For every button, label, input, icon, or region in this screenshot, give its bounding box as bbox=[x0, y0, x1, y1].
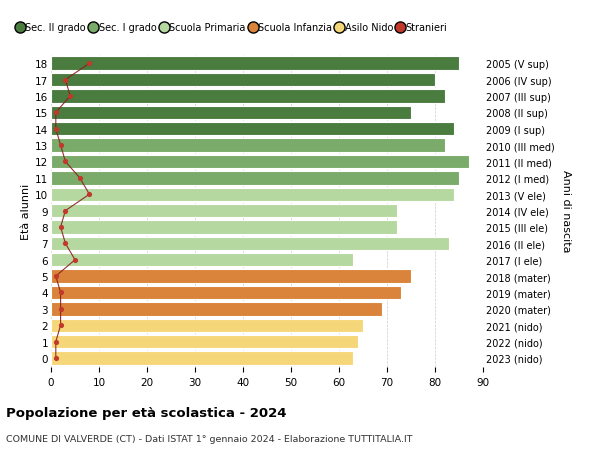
Point bbox=[51, 354, 61, 362]
Bar bbox=[51, 204, 397, 218]
Bar bbox=[51, 106, 411, 120]
Bar bbox=[51, 253, 353, 267]
Bar bbox=[51, 352, 353, 365]
Point bbox=[61, 77, 70, 84]
Bar bbox=[51, 270, 411, 283]
Point bbox=[51, 126, 61, 133]
Bar bbox=[51, 188, 454, 202]
Bar bbox=[51, 90, 445, 103]
Point bbox=[56, 142, 65, 150]
Bar bbox=[51, 286, 401, 300]
Point bbox=[56, 322, 65, 329]
Y-axis label: Età alunni: Età alunni bbox=[21, 183, 31, 239]
Point bbox=[75, 175, 85, 182]
Point bbox=[70, 257, 80, 264]
Point bbox=[61, 240, 70, 247]
Legend: Sec. II grado, Sec. I grado, Scuola Primaria, Scuola Infanzia, Asilo Nido, Stran: Sec. II grado, Sec. I grado, Scuola Prim… bbox=[14, 19, 451, 37]
Point bbox=[61, 207, 70, 215]
Y-axis label: Anni di nascita: Anni di nascita bbox=[561, 170, 571, 252]
Bar bbox=[51, 172, 459, 185]
Point bbox=[65, 93, 75, 101]
Bar bbox=[51, 57, 459, 71]
Point bbox=[85, 61, 94, 68]
Bar bbox=[51, 319, 363, 332]
Point bbox=[61, 158, 70, 166]
Point bbox=[56, 306, 65, 313]
Bar bbox=[51, 123, 454, 136]
Point bbox=[56, 289, 65, 297]
Point bbox=[51, 338, 61, 346]
Bar bbox=[51, 221, 397, 234]
Bar bbox=[51, 139, 445, 152]
Bar bbox=[51, 335, 358, 348]
Point bbox=[85, 191, 94, 198]
Text: COMUNE DI VALVERDE (CT) - Dati ISTAT 1° gennaio 2024 - Elaborazione TUTTITALIA.I: COMUNE DI VALVERDE (CT) - Dati ISTAT 1° … bbox=[6, 434, 413, 443]
Text: Popolazione per età scolastica - 2024: Popolazione per età scolastica - 2024 bbox=[6, 406, 287, 419]
Point bbox=[56, 224, 65, 231]
Bar bbox=[51, 302, 382, 316]
Bar bbox=[51, 74, 435, 87]
Point bbox=[51, 109, 61, 117]
Bar bbox=[51, 156, 469, 169]
Point bbox=[51, 273, 61, 280]
Bar bbox=[51, 237, 449, 251]
